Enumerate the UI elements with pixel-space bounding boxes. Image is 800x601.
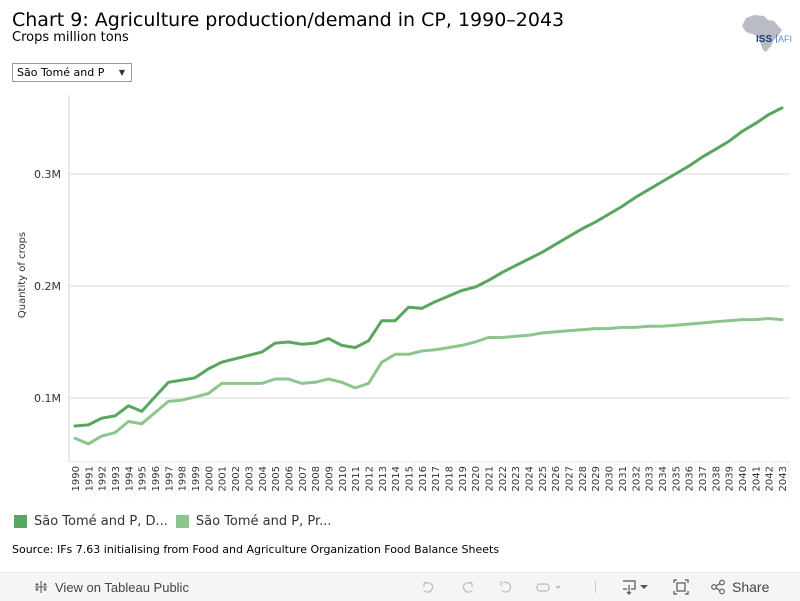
x-tick-label: 2034 bbox=[658, 466, 669, 491]
legend-item-production[interactable]: São Tomé and P, Pr... bbox=[175, 513, 332, 529]
production-line bbox=[73, 317, 784, 446]
x-tick-label: 2009 bbox=[324, 466, 335, 491]
x-tick-label: 2011 bbox=[351, 466, 362, 491]
x-tick-label: 2021 bbox=[485, 466, 496, 491]
x-tick-label: 2036 bbox=[685, 466, 696, 491]
logo-text-main: ISS bbox=[756, 34, 772, 45]
undo-icon bbox=[423, 581, 434, 593]
x-tick-label: 2026 bbox=[551, 466, 562, 491]
country-filter-dropdown[interactable]: São Tomé and P ▼ bbox=[12, 63, 132, 82]
legend-item-demand[interactable]: São Tomé and P, D... bbox=[14, 514, 168, 529]
share-button[interactable]: Share bbox=[710, 573, 769, 601]
y-axis-title: Quantity of crops bbox=[17, 232, 28, 318]
x-tick-label: 1997 bbox=[164, 466, 175, 491]
x-tick-label: 2017 bbox=[431, 466, 442, 491]
x-tick-label: 2037 bbox=[698, 466, 709, 491]
x-tick-label: 2015 bbox=[404, 466, 415, 491]
x-tick-label: 2004 bbox=[258, 466, 269, 491]
x-tick-label: 1995 bbox=[138, 466, 149, 491]
x-tick-label: 1993 bbox=[111, 466, 122, 491]
y-tick-label: 0.1M bbox=[34, 392, 61, 405]
x-tick-label: 2029 bbox=[591, 466, 602, 491]
x-tick-label: 2025 bbox=[538, 466, 549, 491]
x-tick-label: 2014 bbox=[391, 466, 402, 491]
x-tick-label: 1996 bbox=[151, 466, 162, 491]
x-tick-label: 2040 bbox=[738, 466, 749, 491]
x-tick-label: 2003 bbox=[244, 466, 255, 491]
x-tick-label: 2019 bbox=[458, 466, 469, 491]
logo-text-sub: AFI bbox=[778, 34, 792, 44]
africa-map-icon: ISS AFI bbox=[742, 15, 792, 52]
dropdown-selected-value: São Tomé and P bbox=[17, 66, 105, 79]
x-tick-label: 2033 bbox=[645, 466, 656, 491]
view-on-tableau-link[interactable]: View on Tableau Public bbox=[33, 573, 189, 601]
legend-swatch-production bbox=[175, 514, 189, 528]
x-tick-label: 2005 bbox=[271, 466, 282, 491]
chevron-down-icon: ▼ bbox=[118, 68, 125, 77]
fullscreen-icon bbox=[673, 579, 689, 595]
x-tick-label: 2039 bbox=[725, 466, 736, 491]
x-tick-label: 2006 bbox=[284, 466, 295, 491]
legend-label-production: São Tomé and P, Pr... bbox=[195, 513, 332, 529]
refresh-icon bbox=[536, 583, 561, 592]
view-on-tableau-label: View on Tableau Public bbox=[55, 579, 189, 595]
x-tick-label: 2013 bbox=[378, 466, 389, 491]
x-tick-label: 2038 bbox=[711, 466, 722, 491]
x-tick-label: 2020 bbox=[471, 466, 482, 491]
x-tick-label: 2031 bbox=[618, 466, 629, 491]
refresh-button[interactable] bbox=[535, 573, 563, 601]
fullscreen-button[interactable] bbox=[672, 573, 690, 601]
x-tick-label: 1990 bbox=[71, 466, 82, 491]
x-tick-label: 2022 bbox=[498, 466, 509, 491]
x-tick-label: 2043 bbox=[778, 466, 789, 491]
y-tick-label: 0.2M bbox=[34, 280, 61, 293]
x-tick-label: 2030 bbox=[605, 466, 616, 491]
redo-icon bbox=[462, 581, 473, 593]
share-icon bbox=[711, 579, 725, 595]
download-icon bbox=[623, 580, 648, 595]
revert-icon bbox=[500, 581, 512, 593]
demand-line bbox=[73, 106, 784, 428]
x-tick-label: 2007 bbox=[298, 466, 309, 491]
x-tick-label: 2016 bbox=[418, 466, 429, 491]
x-tick-label: 2001 bbox=[218, 466, 229, 491]
x-tick-label: 2002 bbox=[231, 466, 242, 491]
source-note: Source: IFs 7.63 initialising from Food … bbox=[12, 543, 500, 556]
tableau-icon bbox=[35, 581, 47, 593]
undo-button[interactable] bbox=[420, 573, 436, 601]
legend: São Tomé and P, D... São Tomé and P, Pr.… bbox=[14, 512, 340, 530]
redo-button[interactable] bbox=[460, 573, 476, 601]
legend-label-demand: São Tomé and P, D... bbox=[34, 513, 168, 529]
revert-button[interactable] bbox=[498, 573, 514, 601]
x-tick-label: 2035 bbox=[671, 466, 682, 491]
x-tick-label: 2032 bbox=[631, 466, 642, 491]
y-tick-label: 0.3M bbox=[34, 168, 61, 181]
x-tick-label: 2000 bbox=[204, 466, 215, 491]
x-tick-label: 2042 bbox=[765, 466, 776, 491]
chart-title: Chart 9: Agriculture production/demand i… bbox=[12, 9, 565, 31]
x-tick-label: 1992 bbox=[98, 466, 109, 491]
x-tick-label: 2008 bbox=[311, 466, 322, 491]
toolbar-divider bbox=[595, 581, 596, 593]
chart-subtitle: Crops million tons bbox=[12, 30, 129, 45]
x-tick-label: 2041 bbox=[751, 466, 762, 491]
x-tick-label: 2018 bbox=[445, 466, 456, 491]
tableau-toolbar: View on Tableau Public bbox=[0, 572, 800, 601]
x-tick-label: 2024 bbox=[525, 466, 536, 491]
x-tick-label: 1994 bbox=[124, 466, 135, 491]
download-button[interactable] bbox=[620, 573, 652, 601]
iss-africa-logo: ISS AFI bbox=[738, 12, 800, 54]
x-tick-label: 2027 bbox=[565, 466, 576, 491]
x-tick-label: 1998 bbox=[178, 466, 189, 491]
x-tick-label: 2010 bbox=[338, 466, 349, 491]
share-label: Share bbox=[732, 579, 770, 595]
x-tick-label: 1991 bbox=[84, 466, 95, 491]
x-tick-label: 2028 bbox=[578, 466, 589, 491]
x-tick-label: 1999 bbox=[191, 466, 202, 491]
legend-swatch-demand bbox=[14, 514, 27, 528]
x-tick-label: 2023 bbox=[511, 466, 522, 491]
x-tick-label: 2012 bbox=[364, 466, 375, 491]
